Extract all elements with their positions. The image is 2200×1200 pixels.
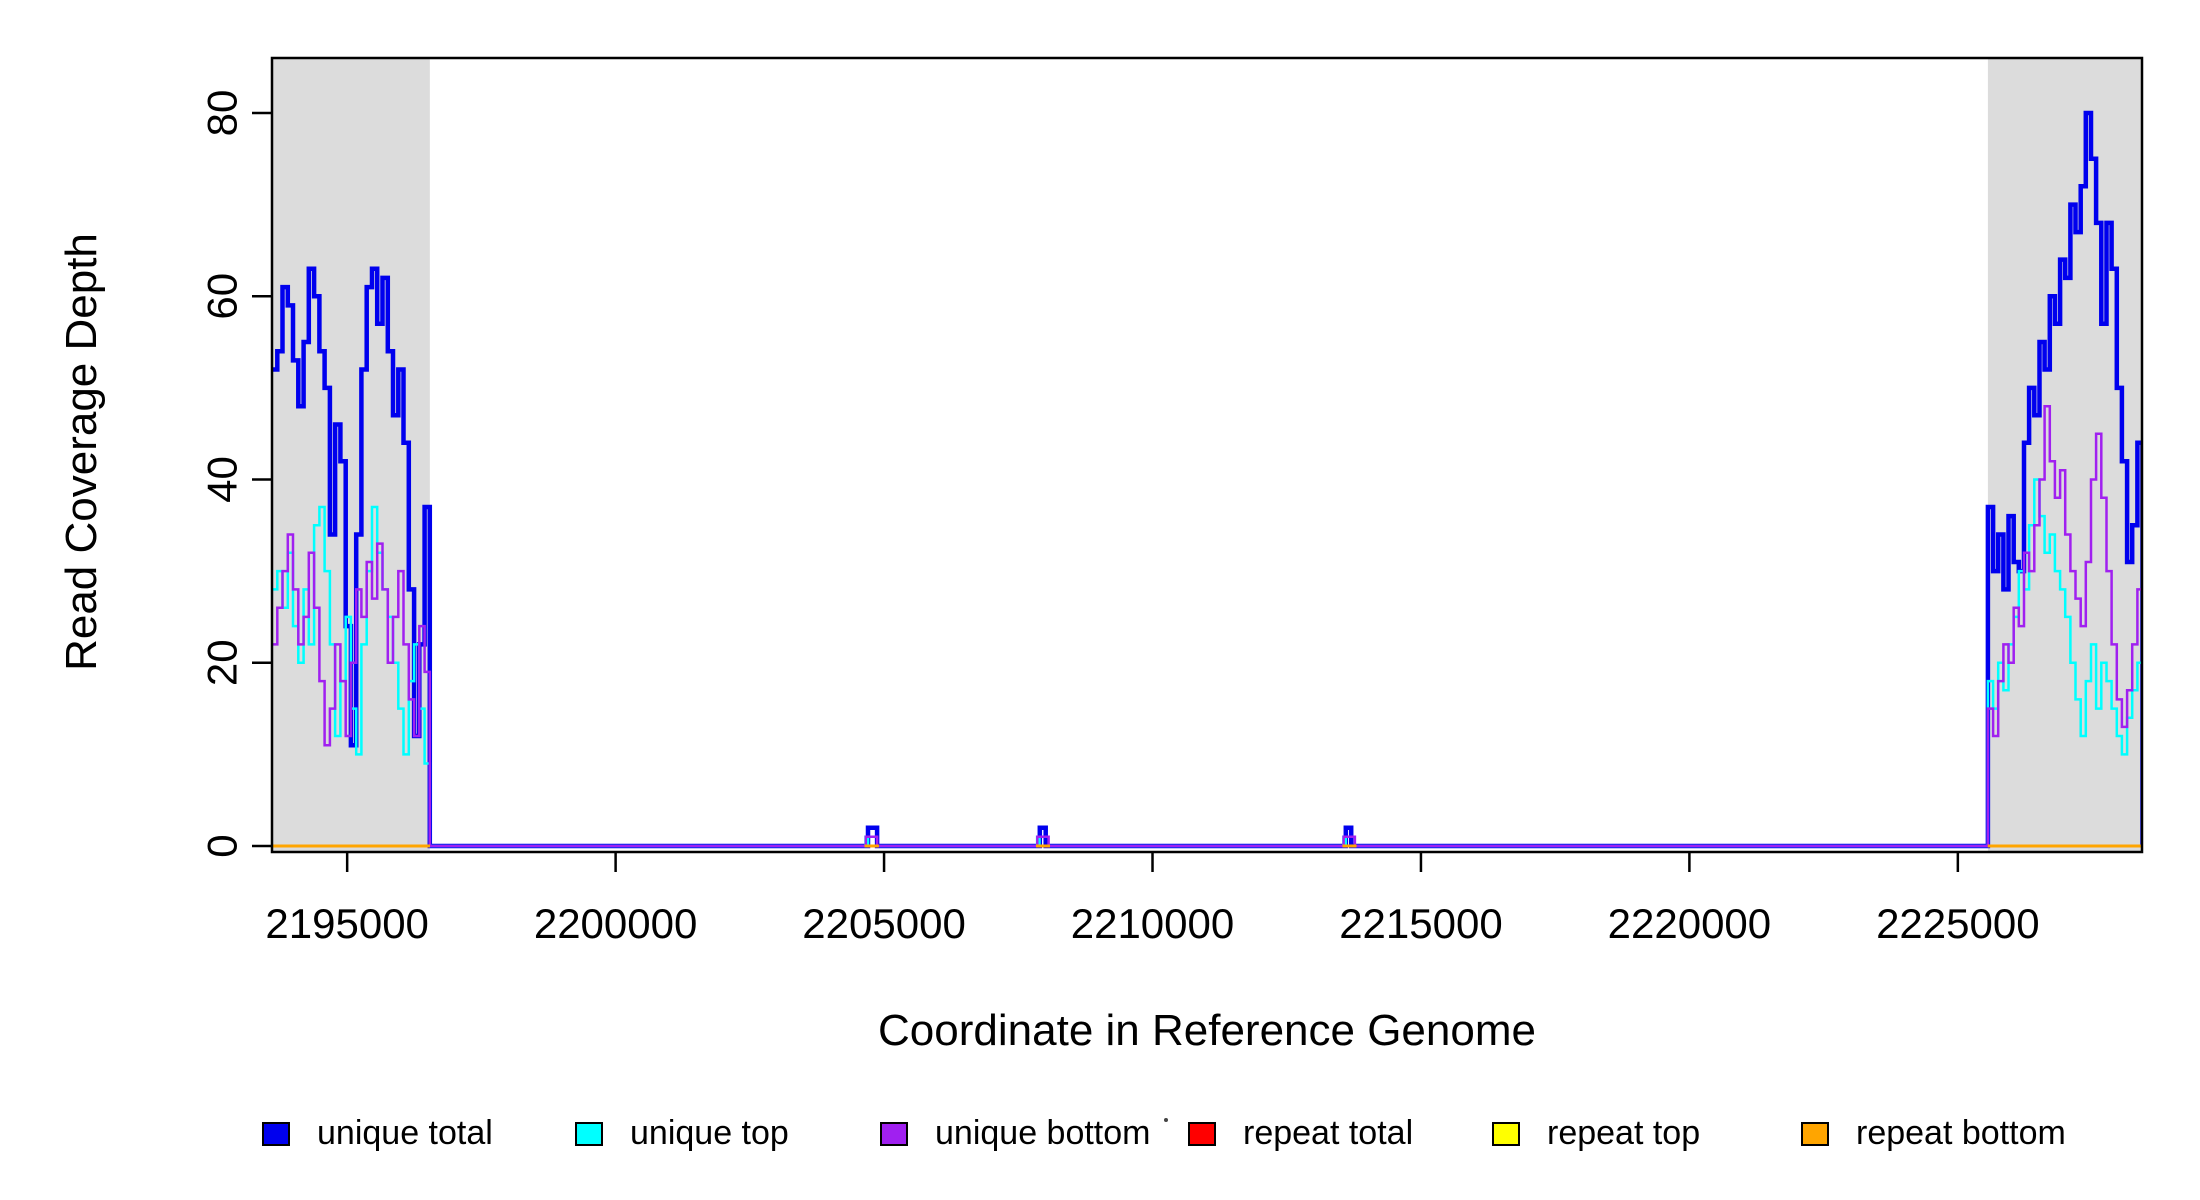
- legend-swatch-repeat-total: [1188, 1121, 1216, 1146]
- legend-item-repeat-top: repeat top: [1492, 1114, 1700, 1153]
- legend-item-unique-top: unique top: [575, 1114, 789, 1153]
- legend-item-unique-total: unique total: [262, 1114, 493, 1153]
- x-tick-label: 2210000: [1071, 900, 1235, 947]
- legend-item-repeat-total: repeat total: [1188, 1114, 1413, 1153]
- legend-label: repeat total: [1243, 1114, 1414, 1152]
- y-tick-label: 40: [199, 456, 246, 503]
- legend-label: unique bottom: [935, 1114, 1151, 1152]
- y-axis-title: Read Coverage Depth: [57, 233, 106, 671]
- series-line-unique-total: [272, 110, 2142, 849]
- y-tick-label: 80: [199, 90, 246, 137]
- y-tick-label: 20: [199, 639, 246, 686]
- legend-swatch-unique-top: [575, 1121, 603, 1146]
- legend-swatch-repeat-top: [1492, 1121, 1520, 1146]
- legend-swatch-repeat-bottom: [1801, 1121, 1829, 1146]
- x-tick-label: 2215000: [1339, 900, 1503, 947]
- legend-swatch-unique-bottom: [880, 1121, 908, 1146]
- legend-item-unique-bottom: unique bottom: [880, 1114, 1151, 1153]
- y-tick-label: 0: [199, 834, 246, 857]
- shaded-region: [1987, 58, 2142, 852]
- series-line-unique-top: [272, 478, 2142, 848]
- legend-swatch-unique-total: [262, 1121, 290, 1146]
- x-tick-label: 2225000: [1876, 900, 2040, 947]
- legend-label: unique total: [317, 1114, 493, 1152]
- stray-dot: [1164, 1118, 1168, 1122]
- legend-label: unique top: [630, 1114, 789, 1152]
- x-axis-title: Coordinate in Reference Genome: [878, 1006, 1536, 1055]
- legend-label: repeat top: [1547, 1114, 1701, 1152]
- legend-label: repeat bottom: [1856, 1114, 2066, 1152]
- x-tick-label: 2220000: [1608, 900, 1772, 947]
- series-line-unique-bottom: [272, 404, 2142, 848]
- y-tick-label: 60: [199, 273, 246, 320]
- x-tick-label: 2205000: [802, 900, 966, 947]
- plot-box: [270, 56, 2144, 854]
- legend-item-repeat-bottom: repeat bottom: [1801, 1114, 2066, 1153]
- x-tick-label: 2195000: [265, 900, 429, 947]
- x-tick-label: 2200000: [534, 900, 698, 947]
